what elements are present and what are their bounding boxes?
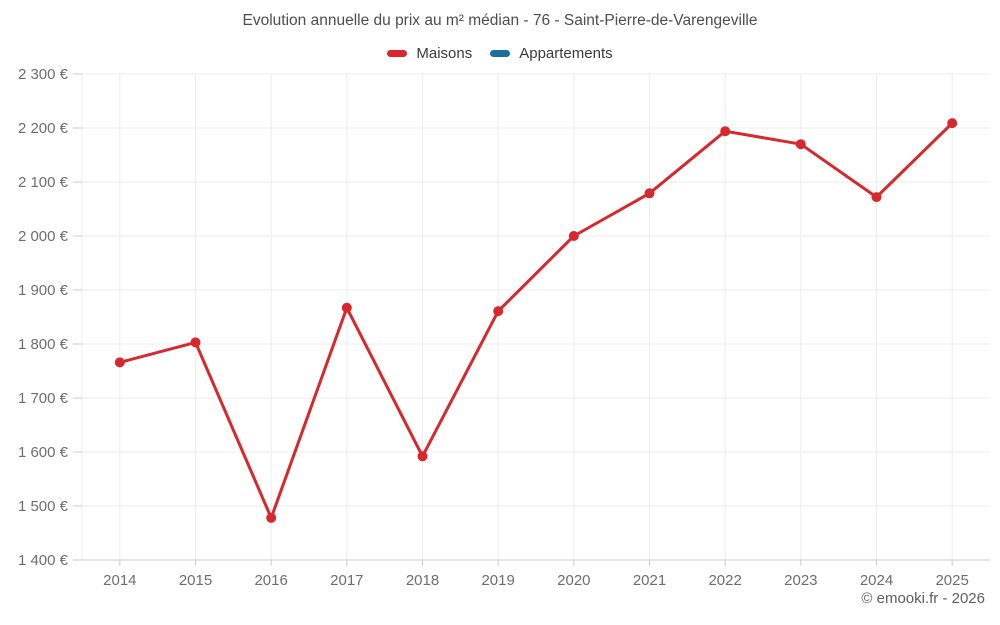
data-point-maisons-2015[interactable] bbox=[190, 337, 201, 348]
y-axis-label-2100: 2 100 € bbox=[18, 174, 69, 191]
x-axis-label-2025: 2025 bbox=[935, 572, 968, 589]
legend-swatch-appartements-icon bbox=[490, 50, 511, 57]
x-axis-label-2014: 2014 bbox=[103, 572, 136, 589]
data-point-maisons-2017[interactable] bbox=[341, 302, 352, 313]
data-point-maisons-2014[interactable] bbox=[114, 357, 125, 368]
x-axis-label-2023: 2023 bbox=[784, 572, 817, 589]
data-point-maisons-2022[interactable] bbox=[720, 126, 731, 137]
data-point-maisons-2020[interactable] bbox=[568, 231, 579, 241]
data-point-maisons-2019[interactable] bbox=[493, 306, 504, 317]
legend-item-appartements[interactable]: Appartements bbox=[490, 45, 613, 62]
y-axis-label-1900: 1 900 € bbox=[18, 282, 69, 299]
data-point-maisons-2024[interactable] bbox=[871, 192, 882, 203]
footer-credit: © emooki.fr - 2026 bbox=[861, 590, 985, 607]
x-axis-label-2019: 2019 bbox=[481, 572, 514, 589]
x-axis-label-2015: 2015 bbox=[179, 572, 212, 589]
data-point-maisons-2025[interactable] bbox=[947, 118, 958, 129]
legend-item-maisons[interactable]: Maisons bbox=[387, 45, 472, 62]
x-axis-label-2024: 2024 bbox=[860, 572, 893, 589]
x-axis-label-2016: 2016 bbox=[254, 572, 287, 589]
legend-label-maisons: Maisons bbox=[416, 45, 473, 62]
series-line-maisons bbox=[118, 121, 954, 520]
x-axis-label-2022: 2022 bbox=[708, 572, 741, 589]
legend: Maisons Appartements bbox=[0, 45, 1000, 62]
data-point-maisons-2023[interactable] bbox=[795, 139, 806, 150]
legend-swatch-maisons-icon bbox=[387, 50, 408, 57]
y-axis-label-1400: 1 400 € bbox=[18, 552, 69, 569]
x-axis-label-2018: 2018 bbox=[406, 572, 439, 589]
data-point-maisons-2016[interactable] bbox=[266, 512, 277, 523]
y-axis-label-2200: 2 200 € bbox=[18, 120, 69, 137]
data-point-maisons-2018[interactable] bbox=[417, 451, 428, 462]
y-axis-label-1800: 1 800 € bbox=[18, 336, 69, 353]
x-axis-label-2020: 2020 bbox=[557, 572, 590, 589]
y-axis-label-1700: 1 700 € bbox=[18, 390, 69, 407]
x-axis-label-2021: 2021 bbox=[633, 572, 666, 589]
y-axis-label-1500: 1 500 € bbox=[18, 498, 69, 515]
chart-title: Evolution annuelle du prix au m² médian … bbox=[242, 12, 758, 29]
x-axis-label-2017: 2017 bbox=[330, 572, 363, 589]
y-axis-label-2000: 2 000 € bbox=[18, 228, 69, 245]
y-axis-label-2300: 2 300 € bbox=[18, 66, 69, 83]
data-point-maisons-2021[interactable] bbox=[644, 188, 655, 199]
legend-label-appartements: Appartements bbox=[519, 45, 613, 62]
y-axis-label-1600: 1 600 € bbox=[18, 444, 69, 461]
